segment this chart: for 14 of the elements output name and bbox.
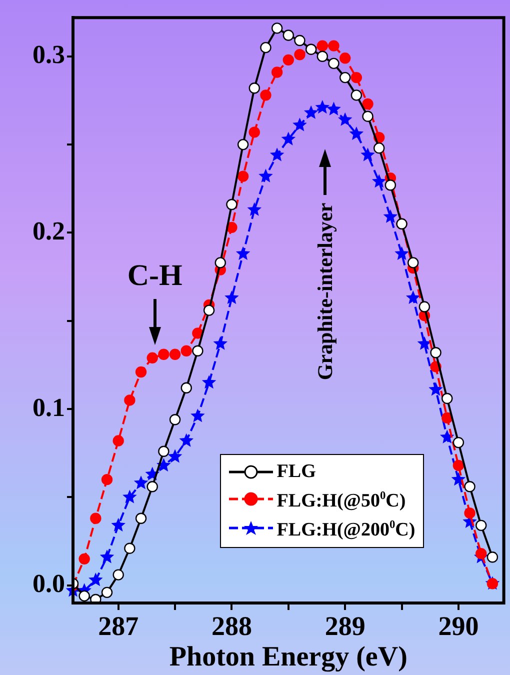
- legend-label: FLG: [276, 460, 316, 484]
- y-tick-label: 0.0: [32, 569, 65, 598]
- annotation: C-H: [127, 259, 182, 294]
- x-tick-label: 287: [98, 611, 139, 642]
- y-tick-label: 0.1: [32, 392, 65, 422]
- y-tick-label: 0.2: [32, 216, 65, 246]
- x-tick-label: 290: [438, 611, 479, 642]
- y-tick-label: 0.3: [32, 40, 65, 70]
- legend-label: FLG:H(@50$^{0}$C): [276, 489, 406, 514]
- x-axis-title: Photon Energy (eV): [169, 641, 408, 672]
- x-tick-label: 289: [324, 611, 366, 642]
- annotation: Graphite-interlayer: [312, 203, 338, 380]
- x-tick-label: 288: [211, 611, 252, 642]
- legend-label: FLG:H(@200$^{0}$C): [276, 518, 416, 543]
